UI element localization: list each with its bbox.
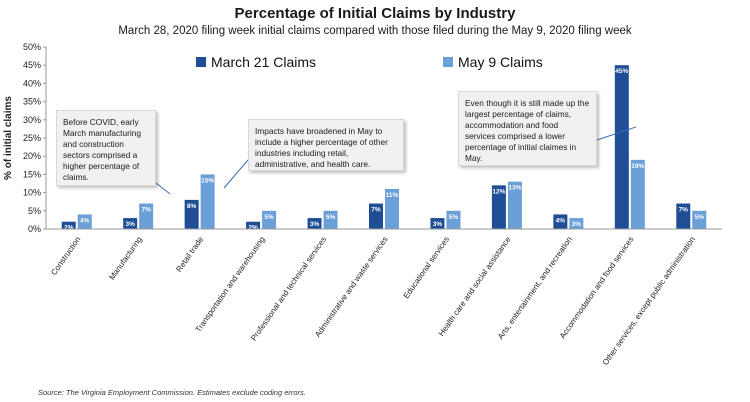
annotation-retail: Impacts have broadened in May to include…: [248, 119, 404, 171]
category-label: Construction: [49, 235, 82, 277]
bar-march: [123, 218, 138, 229]
legend: March 21 Claims May 9 Claims: [196, 54, 543, 70]
data-label: 15%: [201, 177, 214, 184]
category-label: Accommodation and food services: [558, 235, 636, 340]
bar-march: [246, 221, 261, 229]
bar-march: [61, 221, 76, 229]
data-label: 7%: [141, 207, 151, 214]
data-label: 3%: [572, 221, 582, 228]
y-tick-label: 15%: [23, 169, 41, 179]
bar-may: [323, 210, 338, 229]
category-label: Health care and social assistance: [437, 235, 513, 338]
x-axis: Construction Manufacturing Retail tradeTra…: [46, 228, 722, 367]
y-tick-label: 20%: [23, 151, 41, 161]
connector-line: [155, 182, 171, 195]
y-tick-label: 0%: [28, 224, 41, 234]
data-label: 3%: [125, 221, 135, 228]
bar-may: [507, 181, 522, 229]
data-label: 2%: [248, 225, 258, 232]
bar-may: [262, 210, 277, 229]
data-label: 3%: [433, 221, 443, 228]
data-label: 5%: [326, 214, 336, 221]
y-tick-label: 30%: [23, 115, 41, 125]
y-tick-label: 5%: [28, 206, 41, 216]
bar-march: [430, 218, 445, 229]
data-label: 5%: [264, 214, 274, 221]
bar-may: [692, 210, 707, 229]
data-label: 8%: [187, 203, 197, 210]
bar-march: [553, 214, 568, 229]
bar-march: [369, 203, 383, 229]
y-tick-label: 10%: [23, 188, 41, 198]
chart-title: Percentage of Initial Claims by Industry: [234, 5, 516, 22]
data-label: 4%: [80, 217, 90, 224]
data-label: 7%: [679, 207, 689, 214]
bar-may: [630, 159, 645, 229]
legend-label: May 9 Claims: [458, 54, 543, 70]
legend-swatch: [443, 57, 453, 67]
category-label: Manufacturing: [107, 235, 143, 282]
bar-march: [307, 218, 322, 229]
bar-may: [446, 210, 461, 229]
data-label: 4%: [556, 217, 566, 224]
annotation-connectors: [155, 126, 637, 195]
bar-may: [77, 214, 92, 229]
y-tick-label: 40%: [23, 78, 41, 88]
data-label: 5%: [695, 214, 705, 221]
y-tick-label: 25%: [23, 133, 41, 143]
y-axis: 0% 5% 10% 15% 20% 25% 30% 35% 40% 45% 50% % of init…: [3, 42, 47, 234]
y-tick-label: 50%: [23, 42, 41, 52]
category-label: Administrative and waste services: [313, 235, 389, 339]
bar-march: [491, 185, 506, 229]
data-label: 13%: [508, 185, 521, 192]
category-label: Transportation and warehousing: [194, 235, 267, 334]
category-label: Educational services: [402, 235, 451, 300]
data-label: 7%: [371, 207, 381, 214]
category-label: Professional and technical services: [249, 235, 328, 343]
bar-march: [676, 203, 691, 229]
legend-label: March 21 Claims: [211, 54, 316, 70]
chart-subtitle: March 28, 2020 filing week initial claim…: [118, 25, 632, 37]
annotation-manufacturing: Before COVID, early March manufacturing …: [56, 110, 156, 186]
data-label: 2%: [64, 225, 74, 232]
y-tick-label: 45%: [23, 60, 41, 70]
annotation-accommodation: Even though it is still made up the larg…: [458, 91, 597, 166]
category-label: Arts, entertainment, and recreation: [496, 235, 574, 341]
data-label: 19%: [631, 163, 644, 170]
data-label: 3%: [310, 221, 320, 228]
bar-may: [569, 218, 584, 229]
data-label: 5%: [449, 214, 459, 221]
bar-may: [139, 203, 154, 229]
bar-may: [200, 174, 215, 229]
bars: 2% 4% 3% 7% 8% 15% 2% 5% 3% 5% 7% 11% 3% 5% 12%13% 4% 3%…: [61, 65, 707, 232]
data-label: 11%: [386, 192, 399, 199]
y-axis-label: % of initial claims: [3, 96, 14, 180]
data-label: 12%: [492, 188, 505, 195]
legend-swatch: [196, 57, 206, 67]
connector-line: [223, 159, 249, 189]
category-label: Retail trade: [174, 235, 205, 274]
data-label: 45%: [615, 68, 628, 75]
bar-march: [614, 65, 629, 229]
connector-line: [596, 126, 637, 141]
source-note: Source: The Virginia Employment Commissi…: [38, 388, 306, 397]
bar-may: [385, 188, 399, 229]
bar-march: [184, 199, 199, 229]
y-tick-label: 35%: [23, 97, 41, 107]
